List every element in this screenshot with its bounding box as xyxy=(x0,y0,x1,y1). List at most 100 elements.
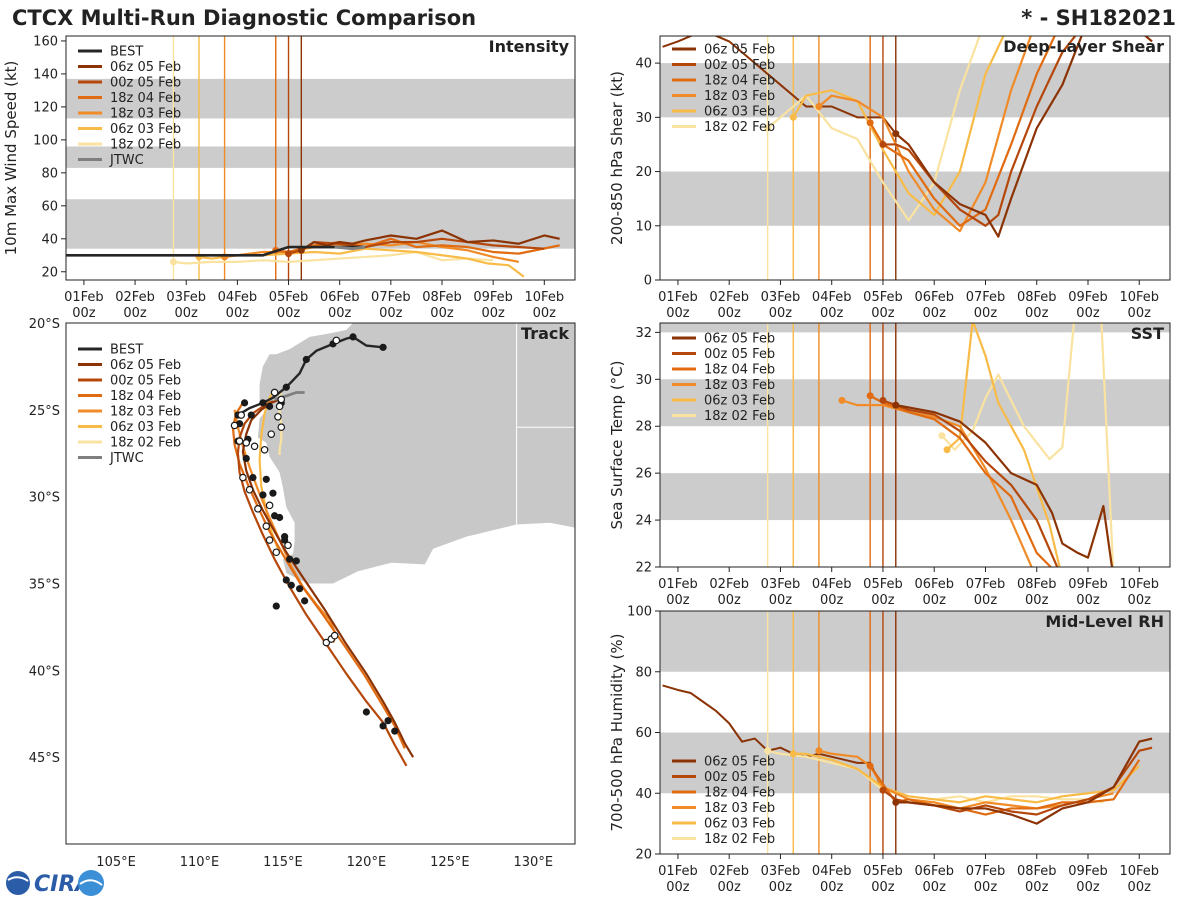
lat-tick-label: 35°S xyxy=(29,578,60,593)
legend-label-18z-04-feb: 18z 04 Feb xyxy=(704,786,775,801)
y-tick-label: 60 xyxy=(41,199,58,214)
best-track-line xyxy=(66,245,366,257)
plot-area xyxy=(66,36,575,280)
legend-label-18z-02-feb: 18z 02 Feb xyxy=(110,436,181,451)
legend-label-18z-03-feb: 18z 03 Feb xyxy=(110,405,181,420)
track-marker-filled xyxy=(287,581,295,589)
storm-id: * - SH182021 xyxy=(1021,6,1176,30)
x-tick-label: 04Feb 00z xyxy=(812,864,852,895)
legend-label-18z-04-feb: 18z 04 Feb xyxy=(704,74,775,89)
x-tick-label-line: 04Feb xyxy=(812,290,852,305)
legend-label-06z-03-feb: 06z 03 Feb xyxy=(704,394,775,409)
x-tick-label: 06Feb 00z xyxy=(320,290,360,321)
x-tick-label-line: 00z xyxy=(769,306,793,321)
track-marker-filled xyxy=(391,727,399,735)
cira-logo-globe xyxy=(6,871,30,895)
lat-tick-label: 45°S xyxy=(29,751,60,766)
y-tick-label: 100 xyxy=(627,605,652,620)
x-tick-label-line: 08Feb xyxy=(1017,290,1057,305)
x-tick-label-line: 00z xyxy=(1128,880,1152,895)
y-tick-label: 26 xyxy=(635,467,652,482)
series-line-18z-04-feb xyxy=(869,394,1053,567)
x-tick-label-line: 04Feb xyxy=(218,290,258,305)
y-axis-label: 10m Max Wind Speed (kt) xyxy=(2,61,20,256)
x-tick-label-line: 09Feb xyxy=(1068,577,1108,592)
legend-label-06z-03-feb: 06z 03 Feb xyxy=(704,817,775,832)
x-tick-label: 09Feb 00z xyxy=(1068,290,1108,321)
series-start-marker-06z-05-feb xyxy=(297,246,305,254)
legend-label-18z-04-feb: 18z 04 Feb xyxy=(110,91,181,106)
x-tick-label: 01Feb 00z xyxy=(658,864,698,895)
noaa-logo-wave xyxy=(79,879,103,886)
cira-logo: CIRA xyxy=(6,870,104,897)
x-tick-label-line: 00z xyxy=(1025,593,1049,608)
track-marker-open xyxy=(265,501,274,510)
lon-tick-label: 130°E xyxy=(514,855,554,870)
axes-frame xyxy=(65,35,576,281)
series-start-marker-06z-03-feb xyxy=(789,113,797,121)
legend-label-00z-05-feb: 00z 05 Feb xyxy=(704,347,775,362)
lat-tick-label: 25°S xyxy=(29,404,60,419)
shading-band xyxy=(660,732,1170,794)
track-marker-filled xyxy=(240,399,249,407)
x-tick-label-line: 00z xyxy=(175,306,199,321)
x-tick-label-line: 00z xyxy=(871,880,895,895)
shading-band xyxy=(660,473,1170,521)
x-tick-label-line: 00z xyxy=(379,306,403,321)
x-tick-label-line: 02Feb xyxy=(709,864,749,879)
plot-area xyxy=(660,323,1170,567)
legend-label-06z-03-feb: 06z 03 Feb xyxy=(110,122,181,137)
x-tick-label: 07Feb 00z xyxy=(966,290,1006,321)
track-marker-open xyxy=(274,412,282,421)
track-line-06z-05-feb xyxy=(241,398,415,758)
shading-band xyxy=(660,63,1170,118)
track-marker-open xyxy=(267,430,276,438)
x-tick-label: 01Feb 00z xyxy=(64,290,104,321)
x-tick-label: 08Feb 00z xyxy=(422,290,462,321)
legend-label-00z-05-feb: 00z 05 Feb xyxy=(704,58,775,73)
series-line-06z-05-feb xyxy=(895,737,1153,825)
lat-tick-label: 40°S xyxy=(29,664,60,679)
x-tick-label-line: 10Feb xyxy=(1119,577,1159,592)
x-tick-label: 03Feb 00z xyxy=(761,577,801,608)
legend-label-06z-05-feb: 06z 05 Feb xyxy=(704,43,775,58)
x-tick-label-line: 00z xyxy=(718,593,742,608)
legend-label-06z-05-feb: 06z 05 Feb xyxy=(704,755,775,770)
track-marker-filled xyxy=(249,473,257,482)
axes-frame xyxy=(659,322,1171,568)
x-tick-label: 10Feb 00z xyxy=(1119,290,1159,321)
x-tick-label-line: 10Feb xyxy=(525,290,565,305)
legend-label-jtwc: JTWC xyxy=(109,451,144,466)
track-marker-open xyxy=(245,485,254,494)
lat-tick-label: 30°S xyxy=(29,491,60,506)
series-start-marker-06z-03-feb xyxy=(943,446,951,454)
legend-label-00z-05-feb: 00z 05 Feb xyxy=(110,374,181,389)
panel-title: Mid-Level RH xyxy=(1045,612,1164,631)
track-marker-filled xyxy=(301,597,309,605)
x-tick-label-line: 06Feb xyxy=(914,577,954,592)
series-start-marker-06z-03-feb xyxy=(789,750,797,758)
x-tick-label-line: 06Feb xyxy=(914,864,954,879)
best-track-marker xyxy=(349,333,357,341)
x-tick-label-line: 00z xyxy=(123,306,147,321)
track-marker-filled xyxy=(384,717,392,725)
y-tick-label: 40 xyxy=(635,787,652,802)
x-tick-label-line: 07Feb xyxy=(966,290,1006,305)
track-marker-filled xyxy=(362,708,370,716)
series-line-18z-02-feb xyxy=(941,323,1115,567)
x-tick-label-line: 03Feb xyxy=(761,577,801,592)
figure-title: CTCX Multi-Run Diagnostic Comparison xyxy=(12,6,476,30)
legend-label-best: BEST xyxy=(110,45,143,60)
lon-tick-label: 125°E xyxy=(430,855,470,870)
track-marker-open xyxy=(265,536,274,544)
x-tick-label-line: 00z xyxy=(769,593,793,608)
track-marker-filled xyxy=(259,491,267,499)
x-tick-label-line: 05Feb xyxy=(863,864,903,879)
x-tick-label-line: 00z xyxy=(328,306,352,321)
legend-label-00z-05-feb: 00z 05 Feb xyxy=(704,770,775,785)
x-tick-label-line: 00z xyxy=(1076,880,1100,895)
y-axis-label: 700-500 hPa Humidity (%) xyxy=(608,633,626,831)
legend-label-jtwc: JTWC xyxy=(109,153,144,168)
y-tick-label: 22 xyxy=(635,561,652,576)
